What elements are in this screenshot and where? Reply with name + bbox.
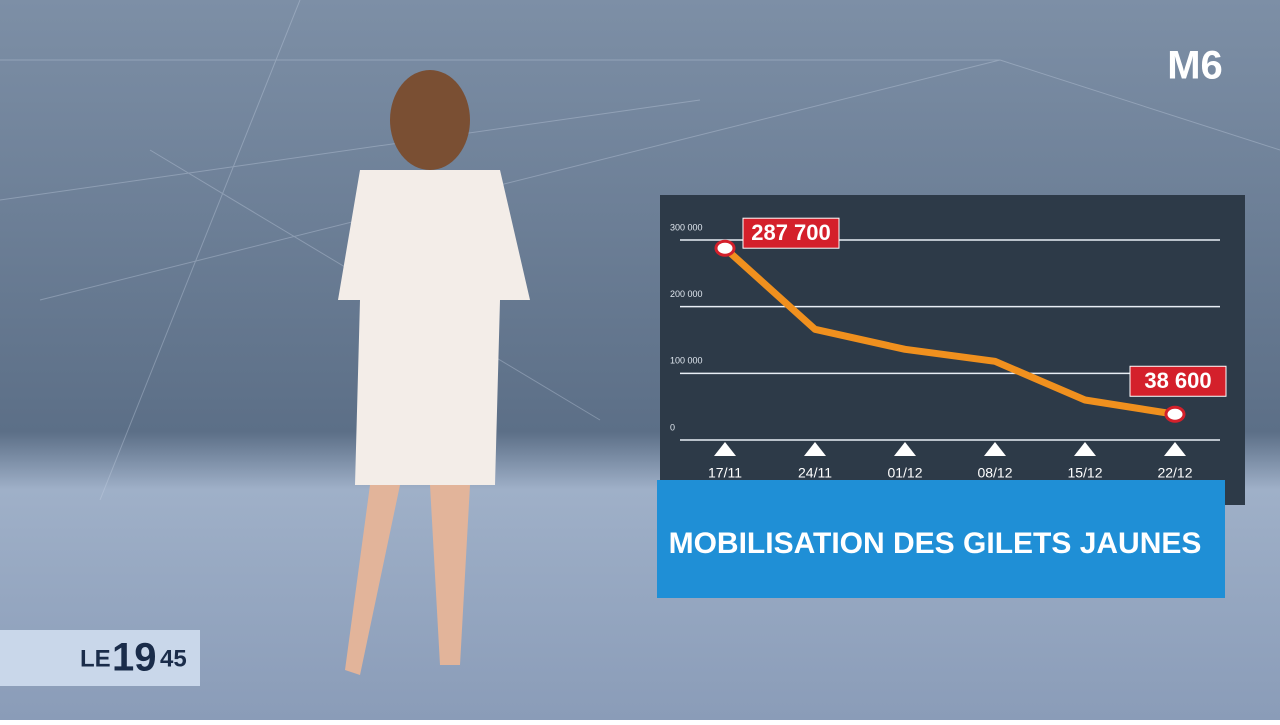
x-tick-label: 15/12 (1067, 465, 1102, 481)
value-label: 287 700 (751, 220, 831, 245)
value-label-box (1129, 365, 1227, 397)
x-tick-label: 01/12 (887, 465, 922, 481)
x-marker (714, 442, 736, 456)
show-logo-box (0, 630, 200, 686)
x-tick-label: 17/11 (708, 465, 742, 481)
value-label-box (742, 217, 840, 249)
presenter (338, 70, 530, 675)
x-marker (1164, 442, 1186, 456)
x-marker (804, 442, 826, 456)
y-tick-label: 100 000 (670, 356, 703, 366)
x-marker (984, 442, 1006, 456)
show-logo-hour: 19 (112, 636, 157, 680)
point-marker (1164, 405, 1186, 423)
y-tick-label: 300 000 (670, 222, 703, 232)
title-band (657, 480, 1225, 598)
point-marker (714, 239, 736, 257)
y-tick-label: 200 000 (670, 289, 703, 299)
channel-logo: M6 (1167, 44, 1223, 88)
x-marker (894, 442, 916, 456)
show-logo-prefix: LE (80, 645, 111, 672)
show-logo-minute: 45 (160, 645, 187, 672)
x-marker (1074, 442, 1096, 456)
x-tick-label: 24/11 (798, 465, 832, 481)
line (722, 245, 1176, 418)
y-tick-label: 0 (670, 422, 675, 432)
x-tick-label: 22/12 (1157, 465, 1192, 481)
x-tick-label: 08/12 (977, 465, 1012, 481)
chart-title: MOBILISATION DES GILETS JAUNES (669, 527, 1202, 560)
value-label: 38 600 (1144, 368, 1211, 393)
